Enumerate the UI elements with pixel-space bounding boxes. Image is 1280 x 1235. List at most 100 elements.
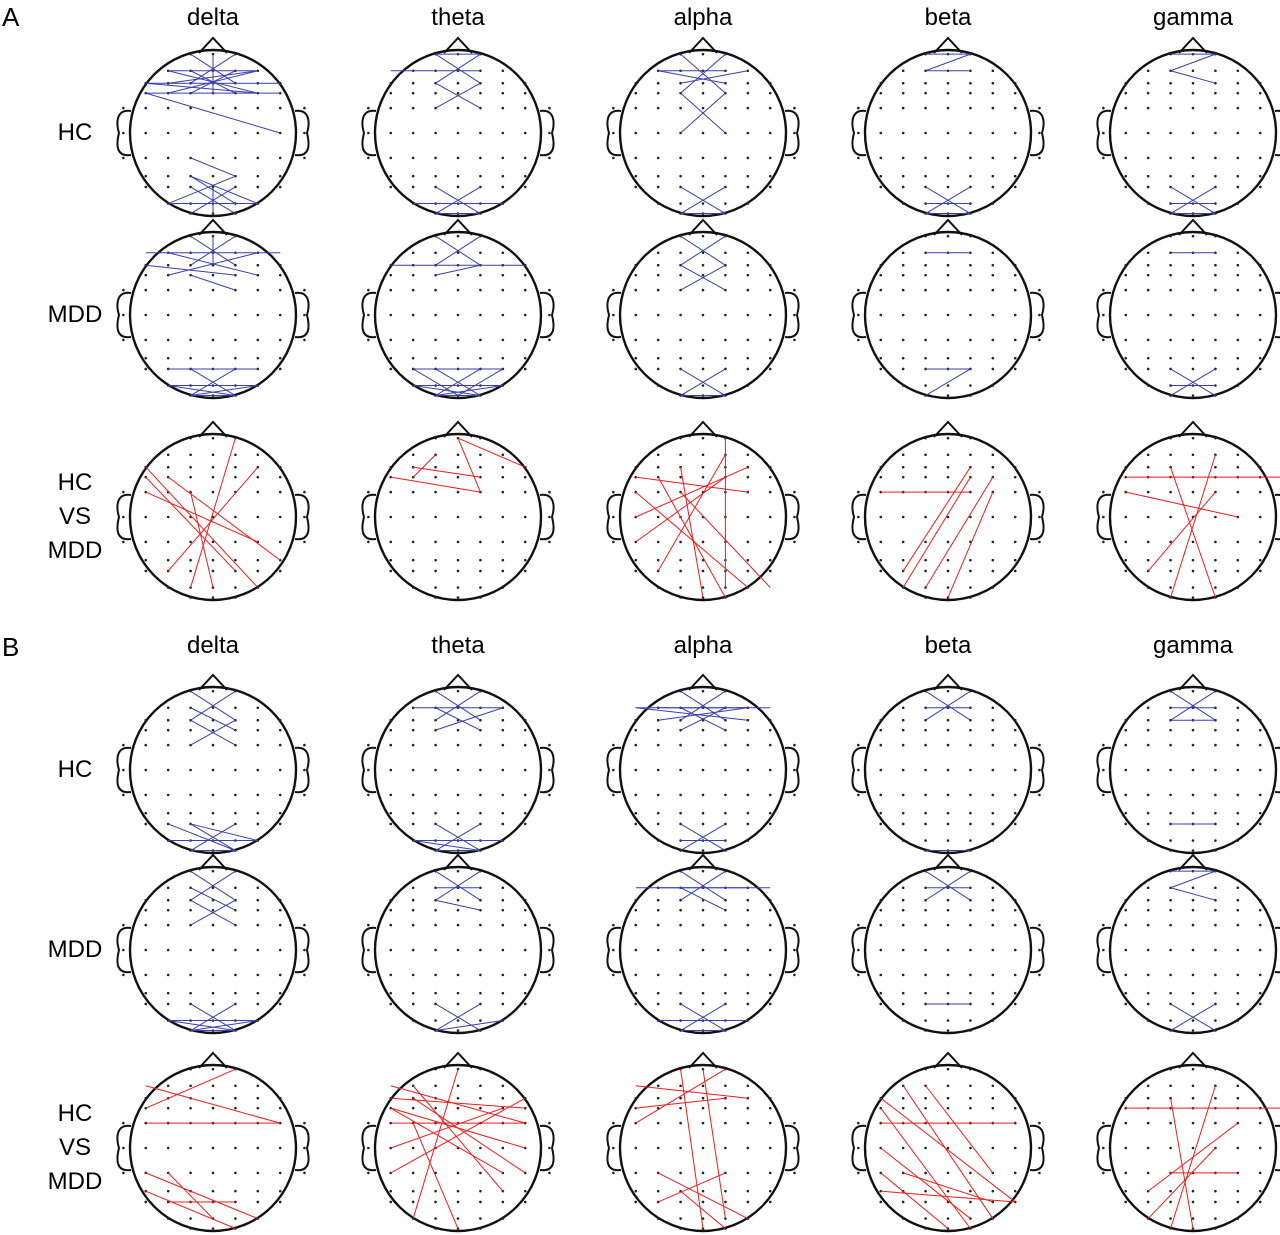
electrode-dot bbox=[634, 948, 638, 952]
electrode-dot bbox=[122, 156, 125, 160]
electrode-dot bbox=[1258, 908, 1262, 912]
connection-edge bbox=[658, 707, 748, 721]
electrode-dot bbox=[1169, 288, 1172, 292]
connection-edge bbox=[390, 1097, 526, 1109]
electrode-dot bbox=[234, 948, 237, 952]
electrode-dot bbox=[523, 743, 527, 747]
electrode-dot bbox=[1013, 569, 1017, 573]
electrode-dot bbox=[612, 768, 615, 772]
column-header-theta: theta bbox=[431, 632, 485, 659]
electrode-dot bbox=[701, 743, 705, 747]
electrode-dot bbox=[701, 540, 705, 544]
electrode-dot bbox=[411, 288, 415, 292]
electrode-dot bbox=[144, 273, 148, 277]
ear-outline bbox=[606, 109, 622, 157]
connection-edge bbox=[435, 53, 481, 84]
electrode-dot bbox=[1038, 540, 1041, 544]
electrode-dot bbox=[724, 1106, 727, 1110]
electrode-dot bbox=[793, 515, 796, 519]
electrode-dot bbox=[234, 1146, 237, 1150]
electrode-dot bbox=[701, 793, 705, 797]
electrode-dot bbox=[634, 1002, 638, 1006]
head-outline bbox=[863, 432, 1033, 602]
electrode-dot bbox=[746, 515, 750, 519]
electrode-dot bbox=[1236, 948, 1240, 952]
electrode-dot bbox=[456, 1189, 460, 1193]
electrode-dot bbox=[724, 1121, 727, 1125]
electrode-dot bbox=[548, 288, 551, 292]
electrode-dot bbox=[879, 1189, 883, 1193]
electrode-dot bbox=[701, 948, 705, 952]
electrode-dot bbox=[1013, 131, 1017, 135]
electrode-dot bbox=[1191, 1019, 1195, 1022]
head-plot-hc-theta bbox=[361, 36, 555, 218]
electrode-dot bbox=[924, 1096, 927, 1100]
electrode-dot bbox=[1146, 991, 1150, 995]
electrode-dot bbox=[746, 839, 750, 842]
electrode-dot bbox=[389, 515, 393, 519]
electrode-dot bbox=[1258, 768, 1262, 772]
electrode-dot bbox=[746, 81, 750, 85]
electrode-dot bbox=[746, 131, 750, 135]
electrode-dot bbox=[1258, 81, 1262, 85]
electrode-dot bbox=[701, 1146, 705, 1150]
electrode-dot bbox=[1038, 515, 1041, 519]
electrode-dot bbox=[479, 515, 482, 519]
electrode-dot bbox=[1236, 465, 1240, 469]
electrode-dot bbox=[1214, 923, 1217, 927]
electrode-dot bbox=[1124, 923, 1128, 927]
electrode-dot bbox=[501, 273, 505, 277]
electrode-dot bbox=[1191, 313, 1195, 317]
head-outline bbox=[373, 865, 543, 1035]
electrode-dot bbox=[946, 689, 950, 693]
electrode-dot bbox=[1146, 558, 1150, 562]
electrode-dot bbox=[501, 908, 505, 912]
electrode-dot bbox=[724, 923, 727, 927]
electrode-dot bbox=[479, 453, 482, 457]
electrode-dot bbox=[211, 273, 215, 277]
electrode-dot bbox=[278, 718, 282, 722]
electrode-dot bbox=[1214, 234, 1217, 238]
electrode-dot bbox=[679, 558, 682, 562]
connection-edge bbox=[680, 1003, 726, 1031]
electrode-dot bbox=[1258, 174, 1262, 178]
electrode-dot bbox=[656, 1002, 660, 1006]
electrode-dot bbox=[411, 743, 415, 747]
electrode-dot bbox=[434, 288, 437, 292]
head-plot-mdd-theta bbox=[361, 218, 555, 400]
electrode-dot bbox=[434, 540, 437, 544]
electrode-dot bbox=[991, 948, 995, 952]
electrode-dot bbox=[389, 793, 393, 797]
electrode-dot bbox=[1214, 1019, 1217, 1022]
electrode-dot bbox=[879, 811, 883, 815]
electrode-dot bbox=[1169, 273, 1172, 277]
electrode-dot bbox=[523, 558, 527, 562]
electrode-dot bbox=[991, 263, 995, 267]
electrode-dot bbox=[901, 728, 905, 732]
electrode-dot bbox=[234, 1084, 237, 1088]
electrode-dot bbox=[701, 174, 705, 178]
electrode-dot bbox=[211, 338, 215, 342]
electrode-dot bbox=[1258, 743, 1262, 747]
electrode-dot bbox=[701, 1121, 705, 1125]
electrode-dot bbox=[1236, 973, 1240, 977]
electrode-dot bbox=[456, 356, 460, 360]
electrode-dot bbox=[479, 91, 482, 95]
electrode-dot bbox=[1124, 768, 1128, 772]
electrode-dot bbox=[367, 923, 370, 927]
electrode-dot bbox=[548, 973, 551, 977]
electrode-dot bbox=[479, 131, 482, 135]
electrode-dot bbox=[1146, 540, 1150, 544]
electrode-dot bbox=[189, 356, 192, 360]
electrode-dot bbox=[1124, 131, 1128, 135]
electrode-dot bbox=[612, 540, 615, 544]
electrode-dot bbox=[122, 490, 125, 494]
electrode-dot bbox=[1214, 1096, 1217, 1100]
electrode-dot bbox=[189, 338, 192, 342]
electrode-dot bbox=[479, 1096, 482, 1100]
head-outline bbox=[128, 685, 298, 855]
electrode-dot bbox=[924, 515, 927, 519]
electrode-dot bbox=[768, 313, 772, 317]
electrode-dot bbox=[679, 384, 682, 387]
electrode-dot bbox=[479, 1106, 482, 1110]
